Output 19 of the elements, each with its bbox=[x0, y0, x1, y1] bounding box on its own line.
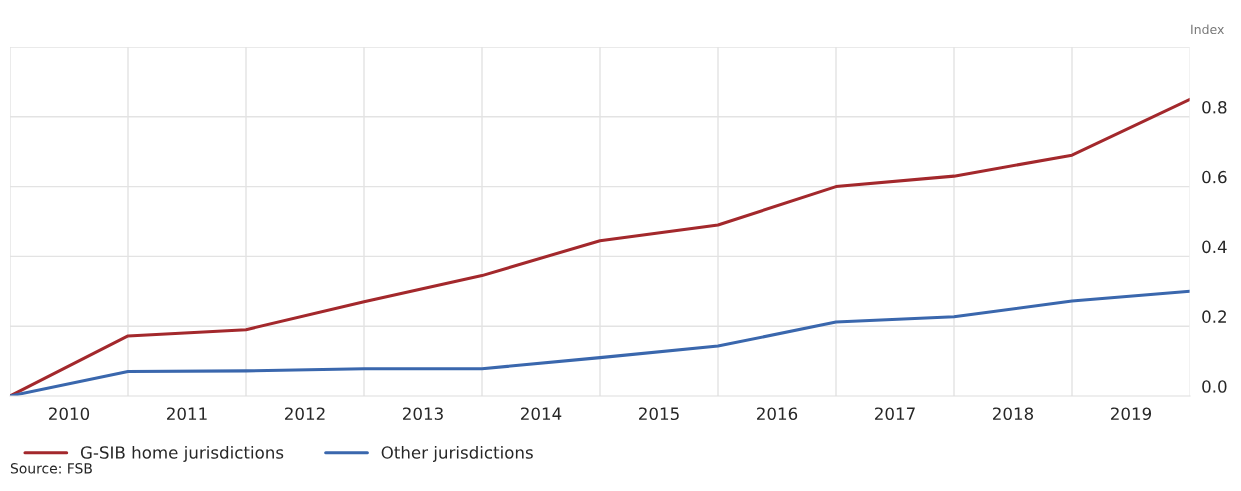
x-tick-label: 2013 bbox=[403, 407, 443, 421]
y-tick-label: 0.4 bbox=[1202, 240, 1227, 254]
y-tick-label: 0.6 bbox=[1202, 170, 1227, 184]
source-note: Source: FSB bbox=[10, 463, 92, 474]
y-tick-label: 0.0 bbox=[1202, 380, 1227, 393]
x-tick-label: 2018 bbox=[993, 407, 1034, 421]
legend-label: G-SIB home jurisdictions bbox=[80, 445, 284, 463]
x-tick-label: 2017 bbox=[875, 407, 915, 421]
x-tick-label: 2015 bbox=[639, 407, 679, 421]
x-tick-label: 2019 bbox=[1111, 407, 1152, 421]
y-tick-label: 0.8 bbox=[1202, 100, 1227, 114]
x-tick-label: 2011 bbox=[167, 407, 207, 421]
legend-label: Other jurisdictions bbox=[381, 445, 533, 463]
x-tick-label: 2016 bbox=[757, 407, 798, 421]
x-tick-label: 2014 bbox=[521, 407, 562, 421]
y-axis-title: Index bbox=[1191, 24, 1224, 35]
x-tick-label: 2010 bbox=[49, 407, 90, 421]
x-tick-label: 2012 bbox=[285, 407, 325, 421]
y-tick-label: 0.2 bbox=[1202, 310, 1226, 323]
